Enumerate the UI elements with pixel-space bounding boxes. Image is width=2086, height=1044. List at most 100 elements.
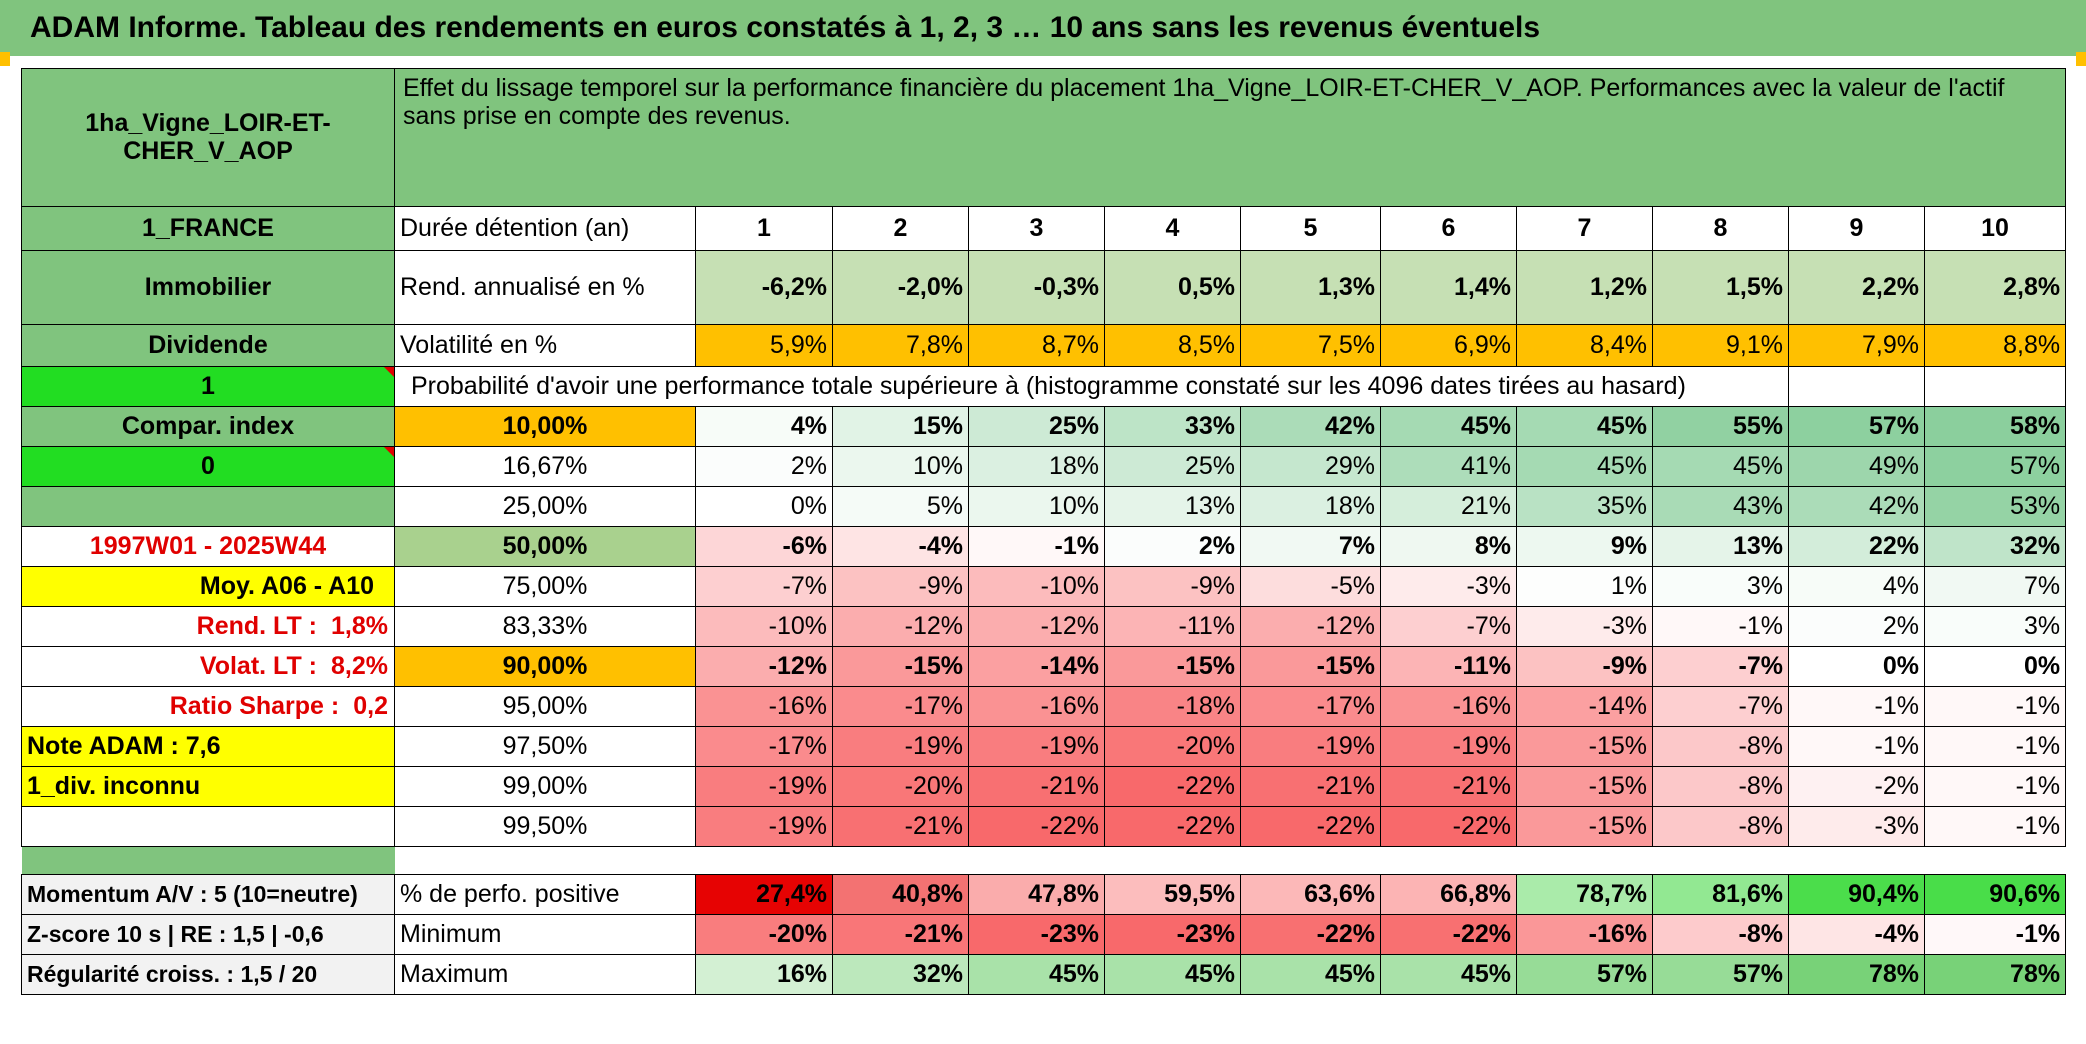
quantile-value: -14% xyxy=(1516,686,1653,727)
quantile-value: -15% xyxy=(1104,646,1241,687)
quantile-value: 45% xyxy=(1652,446,1789,487)
corner-marker xyxy=(2076,52,2086,66)
quantile-label: 90,00% xyxy=(394,646,696,687)
quantile-value: -3% xyxy=(1380,566,1517,607)
quantile-value: -7% xyxy=(1652,646,1789,687)
quantile-value: -1% xyxy=(1788,726,1925,767)
quantile-value: -1% xyxy=(1923,686,2067,727)
maximum-label: Maximum xyxy=(394,954,696,995)
minimum-value: -20% xyxy=(695,914,833,955)
annual-return-value: 0,5% xyxy=(1104,250,1241,325)
quantile-value: -19% xyxy=(695,806,833,847)
minimum-label: Minimum xyxy=(394,914,696,955)
positive-value: 47,8% xyxy=(968,874,1105,915)
quantile-value: -16% xyxy=(695,686,833,727)
quantile-value: 5% xyxy=(832,486,969,527)
probability-label: Probabilité d'avoir une performance tota… xyxy=(394,366,1789,407)
quantile-value: 8% xyxy=(1380,526,1517,567)
quantile-value: -8% xyxy=(1652,726,1789,767)
quantile-label: 10,00% xyxy=(394,406,696,447)
quantile-value: -19% xyxy=(968,726,1105,767)
quantile-value: -20% xyxy=(1104,726,1241,767)
quantile-label: 50,00% xyxy=(394,526,696,567)
table-row: 0 16,67% 2% 10% 18% 25% 29% 41% 45% 45% 49% 57% xyxy=(21,446,2067,487)
volatility-value: 5,9% xyxy=(695,324,833,367)
quantile-label: 95,00% xyxy=(394,686,696,727)
quantile-value: 13% xyxy=(1104,486,1241,527)
annual-return-value: 1,4% xyxy=(1380,250,1517,325)
quantile-value: -9% xyxy=(1516,646,1653,687)
quantile-value: -17% xyxy=(695,726,833,767)
gap-cell xyxy=(21,846,395,875)
maximum-value: 78% xyxy=(1788,954,1925,995)
quantile-value: -17% xyxy=(832,686,969,727)
maximum-value: 78% xyxy=(1923,954,2067,995)
table-row: 1 Probabilité d'avoir une performance tot… xyxy=(21,366,2067,407)
quantile-value: 22% xyxy=(1788,526,1925,567)
quantile-value: -1% xyxy=(1923,806,2067,847)
quantile-value: 35% xyxy=(1516,486,1653,527)
empty-label xyxy=(21,486,395,527)
gap-cell xyxy=(395,847,2066,875)
quantile-value: 18% xyxy=(968,446,1105,487)
maximum-value: 57% xyxy=(1516,954,1653,995)
quantile-value: -15% xyxy=(1240,646,1381,687)
adam-note: Note ADAM : 7,6 xyxy=(21,726,395,767)
quantile-value: -4% xyxy=(832,526,969,567)
maximum-value: 16% xyxy=(695,954,833,995)
minimum-value: -22% xyxy=(1380,914,1517,955)
quantile-value: 3% xyxy=(1923,606,2067,647)
annual-return-value: 2,8% xyxy=(1923,250,2067,325)
positive-value: 90,4% xyxy=(1788,874,1925,915)
quantile-value: -3% xyxy=(1516,606,1653,647)
table-row: 1_div. inconnu 99,00% -19% -20% -21% -22% -21%… xyxy=(21,766,2067,807)
quantile-value: -19% xyxy=(832,726,969,767)
quantile-value: -12% xyxy=(695,646,833,687)
year-header: 3 xyxy=(968,206,1105,251)
quantile-value: 45% xyxy=(1516,446,1653,487)
quantile-value: -1% xyxy=(1923,726,2067,767)
minimum-value: -1% xyxy=(1923,914,2067,955)
table-row: Momentum A/V : 5 (10=neutre)% de perfo. … xyxy=(21,874,2067,915)
empty-label xyxy=(21,806,395,847)
year-header: 4 xyxy=(1104,206,1241,251)
quantile-value: 25% xyxy=(1104,446,1241,487)
quantile-label: 99,50% xyxy=(394,806,696,847)
quantile-value: -11% xyxy=(1380,646,1517,687)
quantile-value: 9% xyxy=(1516,526,1653,567)
average-label: Moy. A06 - A10 xyxy=(21,566,395,607)
quantile-value: 29% xyxy=(1240,446,1381,487)
quantile-value: -15% xyxy=(832,646,969,687)
positive-label: % de perfo. positive xyxy=(394,874,696,915)
positive-value: 66,8% xyxy=(1380,874,1517,915)
volatility-value: 9,1% xyxy=(1652,324,1789,367)
quantile-value: -21% xyxy=(1240,766,1381,807)
quantile-value: -18% xyxy=(1104,686,1241,727)
quantile-value: -1% xyxy=(1788,686,1925,727)
regularity-label: Régularité croiss. : 1,5 / 20 xyxy=(21,954,395,995)
volat-lt-value: 8,2% xyxy=(331,651,388,680)
positive-value: 59,5% xyxy=(1104,874,1241,915)
table-row: 99,50% -19% -21% -22% -22% -22% -22% -15% -8% -3%… xyxy=(21,806,2067,847)
minimum-value: -4% xyxy=(1788,914,1925,955)
quantile-label: 25,00% xyxy=(394,486,696,527)
quantile-value: -15% xyxy=(1516,806,1653,847)
quantile-value: -1% xyxy=(968,526,1105,567)
quantile-value: 4% xyxy=(695,406,833,447)
minimum-value: -23% xyxy=(968,914,1105,955)
table-row: Note ADAM : 7,6 97,50% -17% -19% -19% -20% -19… xyxy=(21,726,2067,767)
positive-value: 27,4% xyxy=(695,874,833,915)
quantile-value: 2% xyxy=(1788,606,1925,647)
quantile-value: -9% xyxy=(832,566,969,607)
table-row: Dividende Volatilité en % 5,9% 7,8% 8,7% 8,5%… xyxy=(21,324,2067,367)
quantile-value: -16% xyxy=(968,686,1105,727)
volatility-value: 8,7% xyxy=(968,324,1105,367)
dividend-value: 1 xyxy=(21,366,395,407)
quantile-value: -2% xyxy=(1788,766,1925,807)
sharpe-ratio: Ratio Sharpe : 0,2 xyxy=(21,686,395,727)
maximum-value: 45% xyxy=(968,954,1105,995)
quantile-value: 2% xyxy=(695,446,833,487)
corner-marker xyxy=(0,52,10,66)
quantile-value: 4% xyxy=(1788,566,1925,607)
table-row: 1_FRANCE Durée détention (an) 1 2 3 4 5 6 7 8 9 10 xyxy=(21,206,2067,251)
